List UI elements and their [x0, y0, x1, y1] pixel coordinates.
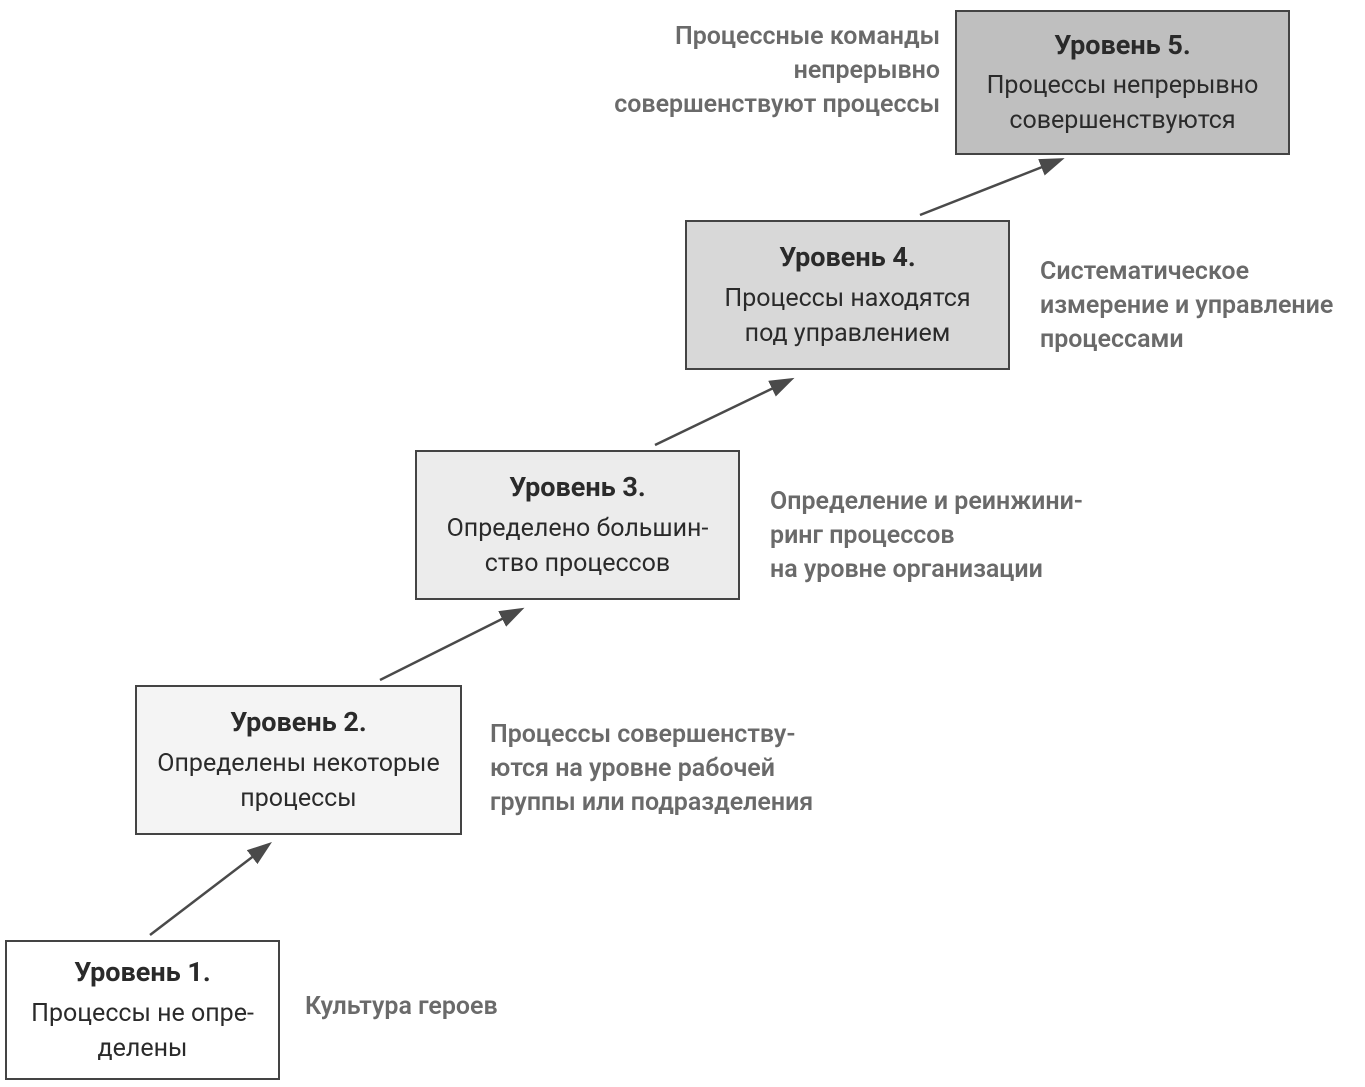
node-desc: Процессы не опре-делены: [31, 996, 254, 1066]
annotation-level-5: Процессные командынепрерывносовершенству…: [570, 20, 940, 121]
node-title: Уровень 2.: [230, 704, 367, 742]
annotation-level-4: Систематическоеизмерение и управлениепро…: [1040, 255, 1365, 356]
arrow-level3-to-level4: [655, 380, 790, 445]
node-level-4: Уровень 4. Процессы находятсяпод управле…: [685, 220, 1010, 370]
annotation-level-2: Процессы совершенству-ются на уровне раб…: [490, 718, 910, 819]
node-title: Уровень 5.: [1054, 27, 1191, 65]
node-title: Уровень 3.: [509, 469, 646, 507]
annotation-level-3: Определение и реинжини-ринг процессовна …: [770, 485, 1190, 586]
arrow-level4-to-level5: [920, 160, 1060, 215]
arrow-level2-to-level3: [380, 610, 520, 680]
node-desc: Процессы находятсяпод управлением: [724, 281, 970, 351]
node-level-5: Уровень 5. Процессы непрерывносовершенст…: [955, 10, 1290, 155]
node-level-3: Уровень 3. Определено большин-ство проце…: [415, 450, 740, 600]
node-title: Уровень 4.: [779, 239, 916, 277]
node-level-2: Уровень 2. Определены некоторыепроцессы: [135, 685, 462, 835]
node-desc: Определены некоторыепроцессы: [157, 746, 439, 816]
annotation-level-1: Культура героев: [305, 990, 705, 1024]
maturity-diagram: Уровень 1. Процессы не опре-делены Урове…: [0, 0, 1365, 1087]
node-level-1: Уровень 1. Процессы не опре-делены: [5, 940, 280, 1080]
node-desc: Определено большин-ство процессов: [447, 511, 709, 581]
node-desc: Процессы непрерывносовершенствуются: [987, 68, 1259, 138]
arrow-level1-to-level2: [150, 845, 268, 935]
node-title: Уровень 1.: [74, 954, 211, 992]
